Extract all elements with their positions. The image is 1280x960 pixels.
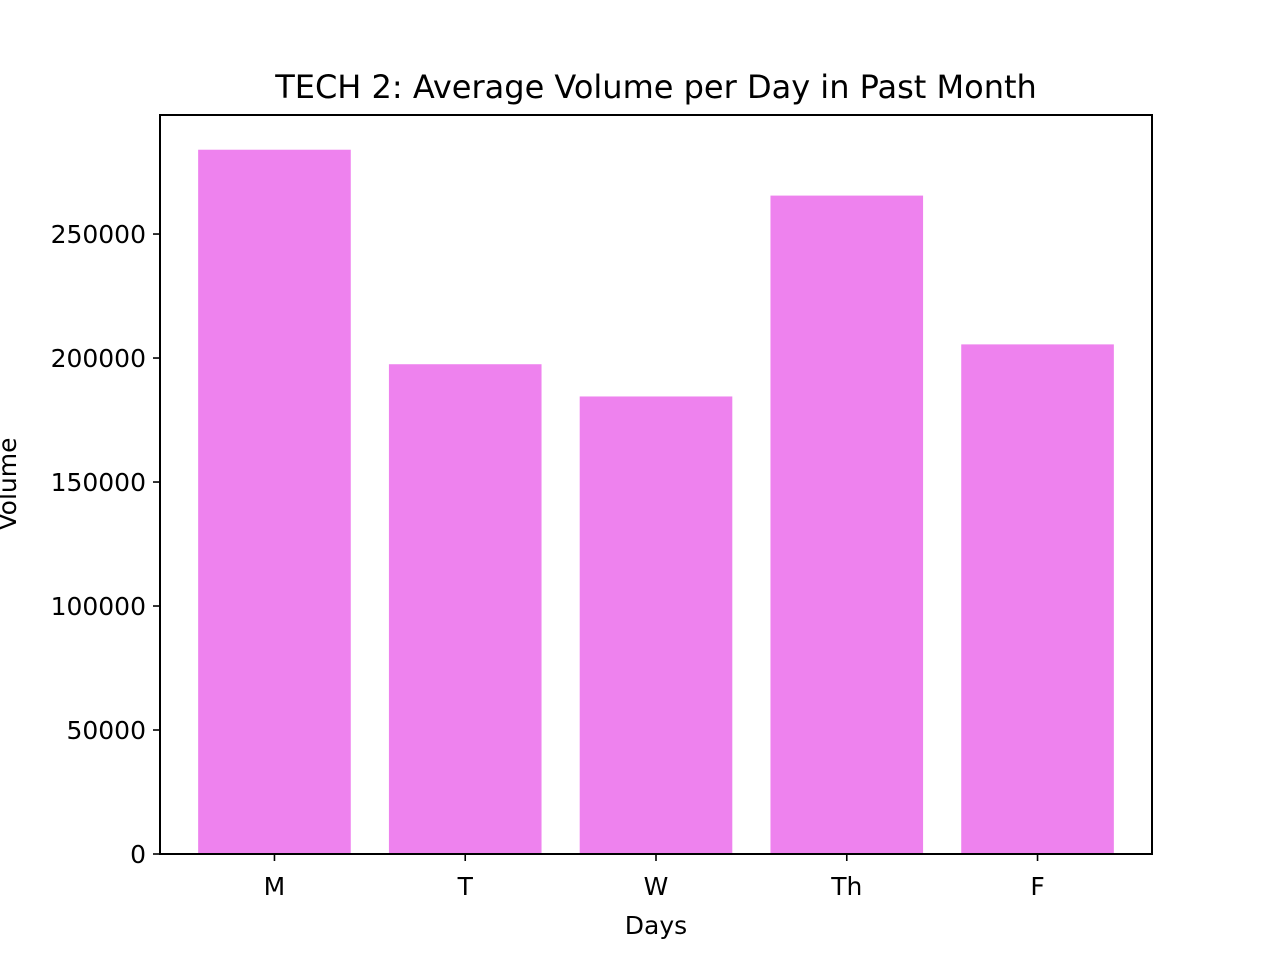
x-axis-ticks: M T W Th F xyxy=(264,854,1045,901)
bar-th xyxy=(770,195,924,855)
bar-f xyxy=(961,344,1114,854)
x-tick-label: M xyxy=(264,872,286,901)
plot-frame xyxy=(159,114,1153,855)
x-tick-label: W xyxy=(644,872,669,901)
y-tick-label: 50000 xyxy=(66,716,146,745)
y-tick-label: 200000 xyxy=(51,344,146,373)
chart-title: TECH 2: Average Volume per Day in Past M… xyxy=(274,68,1037,106)
y-axis-ticks: 0 50000 100000 150000 200000 250000 xyxy=(51,220,160,869)
y-tick-label: 150000 xyxy=(51,468,146,497)
y-tick-label: 250000 xyxy=(51,220,146,249)
x-tick-label: T xyxy=(457,872,474,901)
bar-t xyxy=(388,364,542,854)
y-tick-label: 100000 xyxy=(51,592,146,621)
bars-group xyxy=(198,149,1114,855)
y-tick-label: 0 xyxy=(130,840,146,869)
x-axis-label: Days xyxy=(625,911,687,940)
bar-w xyxy=(579,396,733,854)
y-axis-label: Volume xyxy=(0,438,22,531)
bar-m xyxy=(198,149,351,855)
x-tick-label: Th xyxy=(830,872,862,901)
x-tick-label: F xyxy=(1030,872,1044,901)
